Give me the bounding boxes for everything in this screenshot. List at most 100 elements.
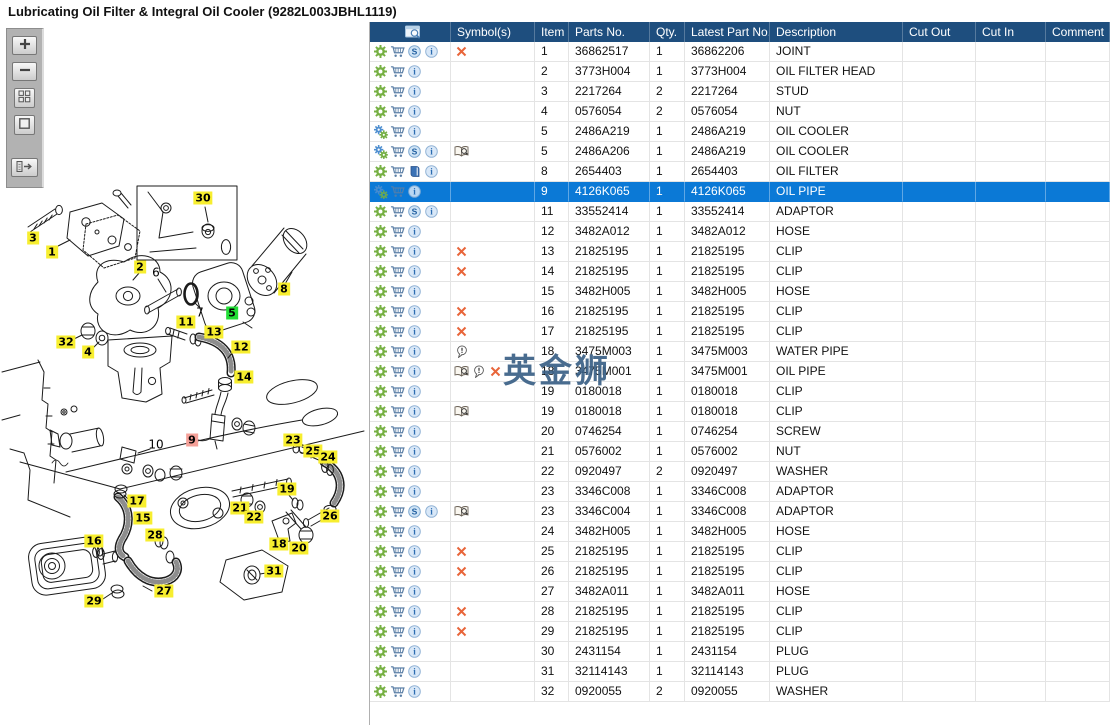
col-header-item[interactable]: Item <box>535 22 569 42</box>
gear-icon[interactable] <box>373 525 388 539</box>
gear-icon[interactable] <box>373 585 388 599</box>
table-row[interactable]: i 18 3475M001 1 3475M001 OIL PIPE <box>370 362 1110 382</box>
col-header-qty[interactable]: Qty. <box>650 22 685 42</box>
info-badge-icon[interactable]: i <box>424 505 439 519</box>
col-header-preview[interactable] <box>370 22 451 42</box>
info-badge-icon[interactable]: i <box>407 545 422 559</box>
table-row[interactable]: i 25 21825195 1 21825195 CLIP <box>370 542 1110 562</box>
info-badge-icon[interactable]: i <box>424 45 439 59</box>
col-header-comment[interactable]: Comment <box>1046 22 1110 42</box>
info-badge-icon[interactable]: i <box>407 645 422 659</box>
col-header-symbols[interactable]: Symbol(s) <box>451 22 535 42</box>
table-row[interactable]: i 3 2217264 2 2217264 STUD <box>370 82 1110 102</box>
export-panel-button[interactable] <box>11 158 38 177</box>
info-badge-icon[interactable]: i <box>407 425 422 439</box>
diagram-callout[interactable]: 24 <box>318 450 338 464</box>
gear-icon[interactable] <box>373 85 388 99</box>
gear-icon[interactable] <box>373 345 388 359</box>
gear-icon[interactable] <box>373 545 388 559</box>
diagram-callout[interactable]: 26 <box>320 509 340 523</box>
cart-icon[interactable] <box>390 645 405 659</box>
col-header-parts-no[interactable]: Parts No. <box>569 22 650 42</box>
diagram-callout[interactable]: 18 <box>269 537 289 551</box>
zoom-in-button[interactable] <box>12 36 37 55</box>
gear-icon[interactable] <box>373 205 388 219</box>
cart-icon[interactable] <box>390 325 405 339</box>
diagram-callout[interactable]: 23 <box>283 433 303 447</box>
info-badge-icon[interactable]: i <box>407 225 422 239</box>
gear-icon[interactable] <box>373 365 388 379</box>
diagram-callout[interactable]: 32 <box>56 335 76 349</box>
diagram-callout[interactable]: 10 <box>146 438 165 452</box>
col-header-cut-out[interactable]: Cut Out <box>903 22 976 42</box>
gear-icon[interactable] <box>373 645 388 659</box>
superseded-badge-icon[interactable]: S <box>407 205 422 219</box>
col-header-description[interactable]: Description <box>770 22 903 42</box>
table-row[interactable]: i 2 3773H004 1 3773H004 OIL FILTER HEAD <box>370 62 1110 82</box>
gear-icon[interactable] <box>373 565 388 579</box>
cart-icon[interactable] <box>390 685 405 699</box>
info-badge-icon[interactable]: i <box>407 305 422 319</box>
diagram-callout[interactable]: 20 <box>289 541 309 555</box>
table-row[interactable]: i 9 4126K065 1 4126K065 OIL PIPE <box>370 182 1110 202</box>
info-badge-icon[interactable]: i <box>407 325 422 339</box>
cart-icon[interactable] <box>390 585 405 599</box>
cart-icon[interactable] <box>390 45 405 59</box>
table-row[interactable]: i 13 21825195 1 21825195 CLIP <box>370 242 1110 262</box>
zoom-out-button[interactable] <box>12 62 37 81</box>
cart-icon[interactable] <box>390 565 405 579</box>
info-badge-icon[interactable]: i <box>407 105 422 119</box>
gear-icon[interactable] <box>373 425 388 439</box>
diagram-callout[interactable]: 7 <box>194 306 206 320</box>
table-row[interactable]: i 19 0180018 1 0180018 CLIP <box>370 382 1110 402</box>
fit-to-window-button[interactable] <box>14 115 35 135</box>
gear-icon[interactable] <box>373 305 388 319</box>
info-badge-icon[interactable]: i <box>424 205 439 219</box>
double-gear-icon[interactable] <box>373 124 388 139</box>
table-row[interactable]: i 32 0920055 2 0920055 WASHER <box>370 682 1110 702</box>
cart-icon[interactable] <box>390 365 405 379</box>
col-header-cut-in[interactable]: Cut In <box>976 22 1046 42</box>
diagram-callout[interactable]: 1 <box>46 245 58 259</box>
diagram-callout[interactable]: 8 <box>278 282 290 296</box>
table-row[interactable]: S i 11 33552414 1 33552414 ADAPTOR <box>370 202 1110 222</box>
diagram-callout[interactable]: 14 <box>234 370 254 384</box>
table-row[interactable]: S i 1 36862517 1 36862206 JOINT <box>370 42 1110 62</box>
gear-icon[interactable] <box>373 385 388 399</box>
info-badge-icon[interactable]: i <box>407 585 422 599</box>
gear-icon[interactable] <box>373 685 388 699</box>
info-badge-icon[interactable]: i <box>407 685 422 699</box>
cart-icon[interactable] <box>390 305 405 319</box>
cart-icon[interactable] <box>390 145 405 159</box>
table-row[interactable]: i 24 3482H005 1 3482H005 HOSE <box>370 522 1110 542</box>
info-badge-icon[interactable]: i <box>424 165 439 179</box>
table-row[interactable]: i 14 21825195 1 21825195 CLIP <box>370 262 1110 282</box>
table-row[interactable]: i 19 0180018 1 0180018 CLIP <box>370 402 1110 422</box>
info-badge-icon[interactable]: i <box>407 125 422 139</box>
info-badge-icon[interactable]: i <box>407 565 422 579</box>
diagram-callout[interactable]: 5 <box>226 306 238 320</box>
gear-icon[interactable] <box>373 265 388 279</box>
diagram-callout[interactable]: 3 <box>27 231 39 245</box>
cart-icon[interactable] <box>390 125 405 139</box>
diagram-callout[interactable]: 16 <box>84 534 104 548</box>
table-row[interactable]: i 15 3482H005 1 3482H005 HOSE <box>370 282 1110 302</box>
info-badge-icon[interactable]: i <box>407 365 422 379</box>
table-row[interactable]: i 16 21825195 1 21825195 CLIP <box>370 302 1110 322</box>
cart-icon[interactable] <box>390 105 405 119</box>
table-row[interactable]: i 21 0576002 1 0576002 NUT <box>370 442 1110 462</box>
gear-icon[interactable] <box>373 625 388 639</box>
info-badge-icon[interactable]: i <box>407 265 422 279</box>
table-row[interactable]: i 22 0920497 2 0920497 WASHER <box>370 462 1110 482</box>
gear-icon[interactable] <box>373 105 388 119</box>
gear-icon[interactable] <box>373 225 388 239</box>
cart-icon[interactable] <box>390 605 405 619</box>
tile-view-button[interactable] <box>14 88 35 108</box>
info-badge-icon[interactable]: i <box>407 345 422 359</box>
gear-icon[interactable] <box>373 605 388 619</box>
info-badge-icon[interactable]: i <box>407 385 422 399</box>
info-badge-icon[interactable]: i <box>407 405 422 419</box>
info-badge-icon[interactable]: i <box>424 145 439 159</box>
gear-icon[interactable] <box>373 465 388 479</box>
info-badge-icon[interactable]: i <box>407 85 422 99</box>
